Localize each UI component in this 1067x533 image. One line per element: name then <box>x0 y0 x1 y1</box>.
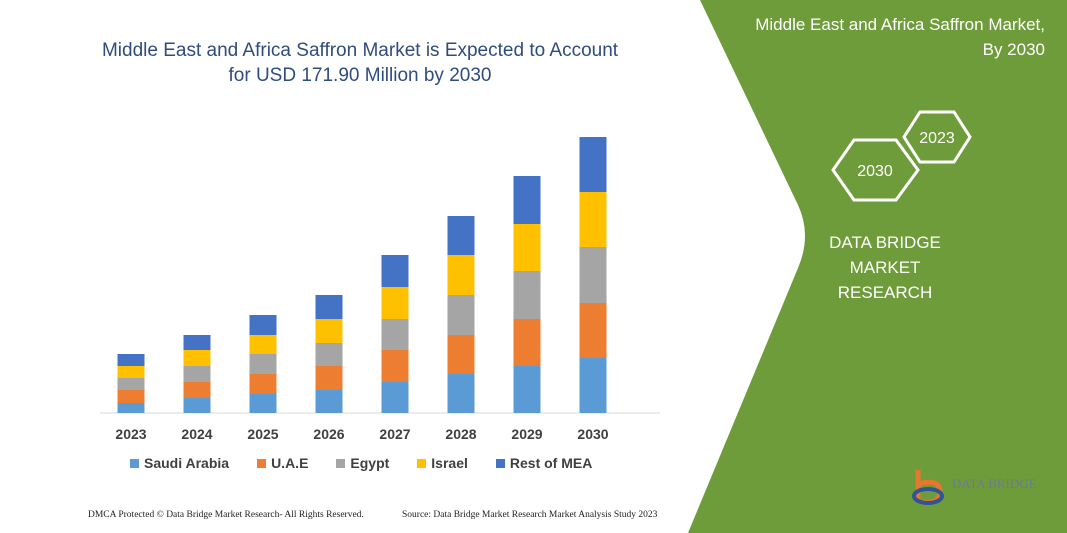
bar-2027-israel <box>381 287 409 319</box>
legend-item: Rest of MEA <box>495 455 593 471</box>
panel-title-line-1: Middle East and Africa Saffron Market, <box>755 15 1045 34</box>
legend: Saudi Arabia U.A.E Egypt Israel Rest of MEA <box>130 455 592 471</box>
legend-swatch <box>257 458 267 468</box>
bar-2027-u-a-e <box>381 350 409 382</box>
bar-2030-rest-of-mea <box>579 137 607 192</box>
bar-2023-israel <box>117 366 145 378</box>
bar-2023-u-a-e <box>117 390 145 403</box>
bar-2029-israel <box>513 224 541 271</box>
bar-2025-rest-of-mea <box>249 315 277 335</box>
bar-2028-egypt <box>447 295 475 335</box>
bar-2026-saudi-arabia <box>315 390 343 413</box>
legend-label: Israel <box>431 455 468 471</box>
bar-2024-u-a-e <box>183 382 211 398</box>
bar-2026-u-a-e <box>315 366 343 390</box>
bar-2029-u-a-e <box>513 319 541 366</box>
legend-swatch <box>336 458 346 468</box>
x-tick-label: 2025 <box>247 426 278 442</box>
legend-swatch <box>495 458 505 468</box>
x-tick-label: 2027 <box>379 426 410 442</box>
bar-2027-saudi-arabia <box>381 382 409 413</box>
bar-2025-israel <box>249 335 277 354</box>
brand-name: DATA BRIDGE MARKET RESEARCH <box>800 230 970 305</box>
brand-line-1: DATA BRIDGE MARKET <box>829 233 941 277</box>
title-line-1: Middle East and Africa Saffron Market is… <box>101 40 619 61</box>
bar-2028-saudi-arabia <box>447 374 475 413</box>
legend-label: Saudi Arabia <box>144 455 230 471</box>
bar-2025-egypt <box>249 354 277 374</box>
bar-2030-israel <box>579 192 607 247</box>
bar-2030-egypt <box>579 247 607 303</box>
brand-line-2: RESEARCH <box>837 283 933 302</box>
bar-2030-u-a-e <box>579 303 607 358</box>
x-tick-label: 2030 <box>577 426 608 442</box>
legend-item: Egypt <box>336 455 389 471</box>
legend-swatch <box>417 458 427 468</box>
bar-2026-rest-of-mea <box>315 295 343 319</box>
bars-group <box>117 137 607 413</box>
hexagon-2030 <box>831 138 920 202</box>
legend-label: Egypt <box>350 455 390 471</box>
bar-2026-israel <box>315 319 343 343</box>
bar-2029-saudi-arabia <box>513 366 541 413</box>
bar-2023-rest-of-mea <box>117 354 145 366</box>
bar-2026-egypt <box>315 343 343 366</box>
bar-2023-egypt <box>117 378 145 390</box>
bar-2028-israel <box>447 255 475 295</box>
hex-label-2030: 2030 <box>857 163 893 180</box>
bar-2028-u-a-e <box>447 335 475 374</box>
hexagon-2023 <box>902 110 972 164</box>
panel-title: Middle East and Africa Saffron Market, B… <box>755 12 1045 62</box>
bar-2024-egypt <box>183 366 211 382</box>
bar-2029-rest-of-mea <box>513 176 541 224</box>
bar-2028-rest-of-mea <box>447 216 475 255</box>
bar-2023-saudi-arabia <box>117 403 145 413</box>
legend-item: Israel <box>417 455 468 471</box>
legend-item: U.A.E <box>257 455 308 471</box>
panel-title-line-2: By 2030 <box>982 40 1045 59</box>
x-tick-label: 2024 <box>181 426 212 442</box>
chart-title: Middle East and Africa Saffron Market is… <box>80 38 640 88</box>
bar-2029-egypt <box>513 271 541 319</box>
x-tick-labels: 2023 2024 2025 2026 2027 2028 2029 2030 <box>115 426 608 442</box>
green-panel <box>688 0 1067 533</box>
bar-2025-u-a-e <box>249 374 277 394</box>
x-tick-label: 2026 <box>313 426 344 442</box>
logo-text: DATA BRIDGE <box>952 476 1037 491</box>
x-tick-label: 2029 <box>511 426 542 442</box>
title-line-2: for USD 171.90 Million by 2030 <box>228 65 492 86</box>
legend-label: U.A.E <box>271 455 309 471</box>
bar-2025-saudi-arabia <box>249 394 277 413</box>
x-tick-label: 2028 <box>445 426 476 442</box>
legend-swatch <box>130 458 139 468</box>
x-tick-label: 2023 <box>115 426 146 442</box>
copyright-text: DMCA Protected © Data Bridge Market Rese… <box>88 510 364 520</box>
legend-label: Rest of MEA <box>509 455 593 471</box>
logo-icon <box>912 470 944 505</box>
bar-2027-rest-of-mea <box>381 255 409 287</box>
bar-2027-egypt <box>381 319 409 350</box>
legend-item: Saudi Arabia <box>130 455 229 471</box>
bar-2030-saudi-arabia <box>579 358 607 413</box>
hex-label-2023: 2023 <box>919 130 955 147</box>
bar-2024-rest-of-mea <box>183 335 211 350</box>
bar-2024-israel <box>183 350 211 366</box>
bar-2024-saudi-arabia <box>183 398 211 413</box>
source-text: Source: Data Bridge Market Research Mark… <box>402 510 658 520</box>
